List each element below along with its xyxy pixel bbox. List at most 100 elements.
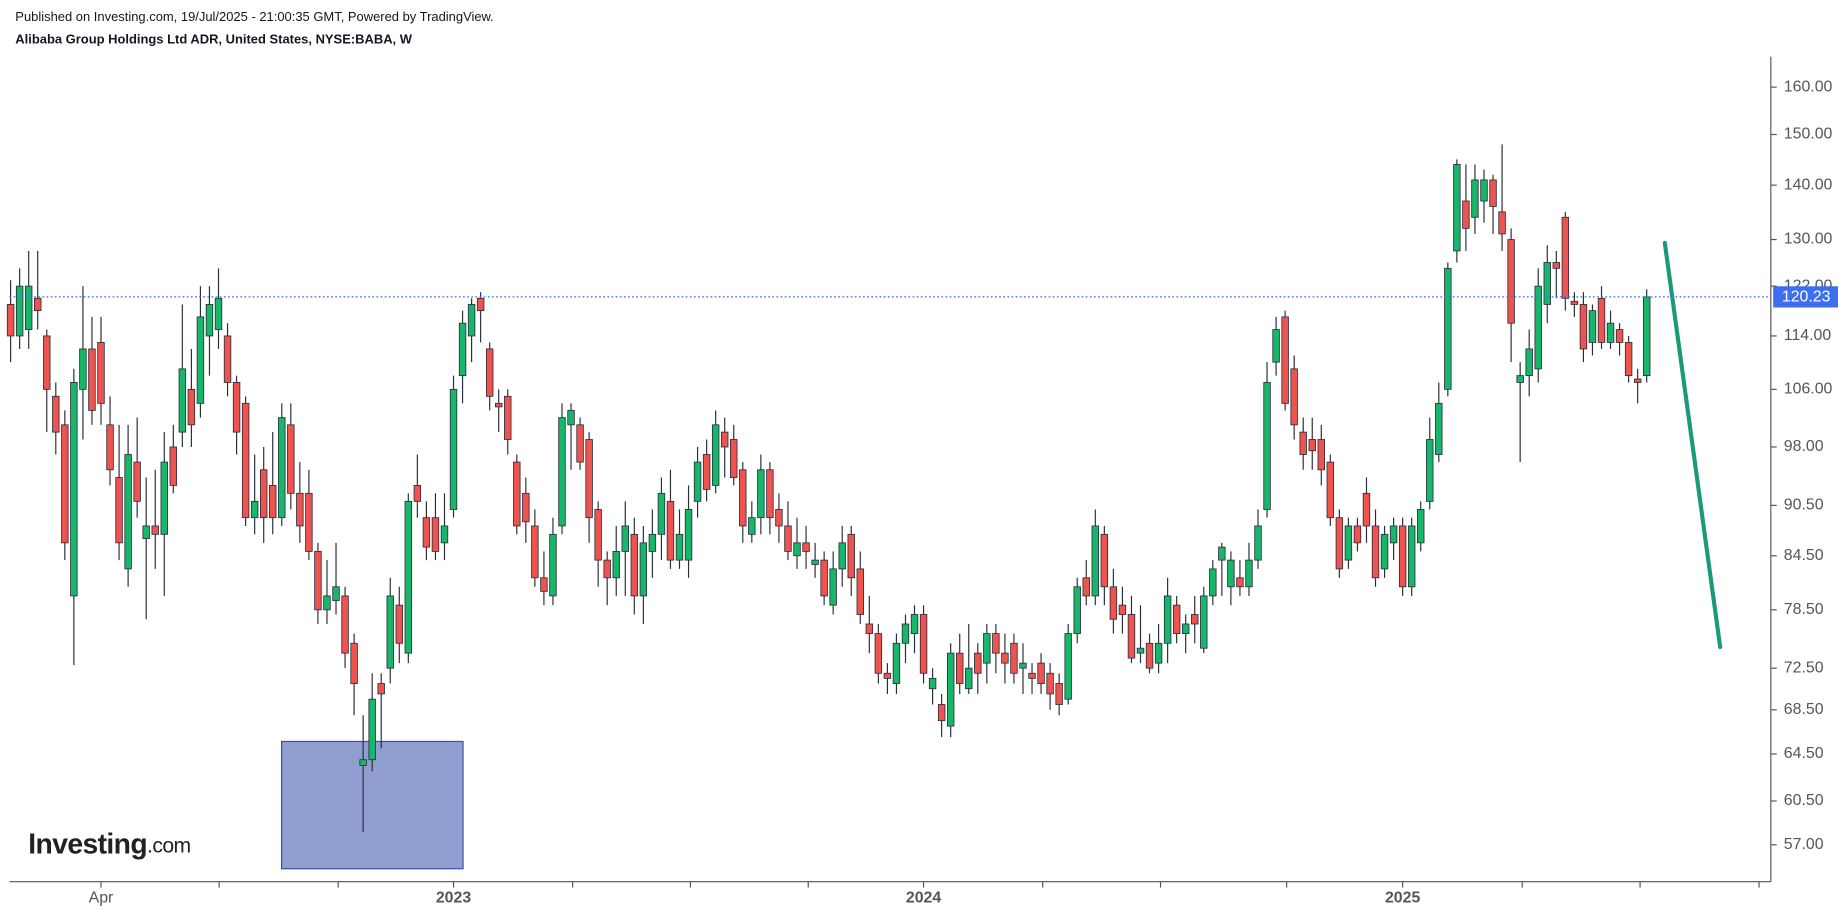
candle-body [793, 542, 801, 557]
logo-brand-text: Investing [28, 828, 147, 860]
candle-body [6, 304, 15, 337]
candle-body [1100, 533, 1109, 588]
candle-body [287, 424, 295, 494]
published-note: Published on Investing.com, 19/Jul/2025 … [15, 9, 493, 24]
candle-body [1606, 322, 1615, 343]
candle-body [1001, 652, 1009, 664]
candle-body [684, 509, 693, 561]
last-price-label: 120.23 [1782, 289, 1831, 306]
y-tick-label: 90.50 [1784, 497, 1824, 514]
candle-body [1073, 586, 1081, 634]
candle-body [1127, 614, 1136, 659]
candle-body [1498, 211, 1506, 235]
candle-body [142, 525, 150, 539]
y-tick-label: 130.00 [1784, 231, 1833, 248]
candle-body [549, 533, 557, 597]
y-tick-label: 84.50 [1784, 547, 1824, 564]
candle-body [1200, 595, 1208, 649]
candle-body [1435, 402, 1443, 455]
candle-body [332, 586, 340, 601]
candle-body [1597, 297, 1606, 343]
candle-body [1191, 614, 1199, 625]
candle-body [856, 568, 864, 615]
candle-body [205, 304, 214, 337]
candle-body [495, 402, 503, 408]
candle-body [386, 595, 394, 669]
y-tick-label: 64.50 [1784, 745, 1824, 762]
candle-body [757, 469, 765, 519]
candle-body [965, 667, 973, 690]
candle-body [323, 595, 331, 611]
candle-body [43, 335, 51, 390]
candle-body [540, 577, 548, 592]
candle-body [1615, 329, 1624, 343]
candle-body [1344, 525, 1353, 561]
candle-body [910, 614, 919, 634]
candle-body [775, 509, 783, 527]
candle-body [1254, 525, 1262, 561]
x-tick-label: 2025 [1385, 889, 1421, 906]
candle-body [657, 492, 666, 535]
candle-body [748, 517, 756, 535]
candle-body [79, 348, 87, 390]
candle-body [133, 461, 141, 502]
candle-body [34, 297, 42, 312]
candle-body [305, 492, 313, 552]
candle-body [1109, 586, 1118, 620]
candle-body [1245, 559, 1253, 588]
candle-body [630, 533, 639, 597]
candle-body [838, 542, 846, 570]
candle-body [88, 348, 96, 411]
candle-body [711, 424, 720, 486]
candle-body [395, 604, 404, 644]
candle-body [1326, 461, 1335, 519]
candle-body [1642, 296, 1651, 377]
candle-body [1010, 642, 1018, 674]
candle-body [585, 439, 593, 519]
candle-body [196, 316, 205, 404]
candle-body [1633, 378, 1642, 383]
candle-body [1444, 267, 1452, 390]
candle-body [621, 525, 629, 552]
y-tick-label: 114.00 [1784, 327, 1832, 344]
candle-body [1507, 239, 1515, 324]
y-tick-label: 60.50 [1784, 792, 1824, 809]
y-tick-label: 106.00 [1784, 381, 1833, 398]
candle-body [1028, 672, 1036, 679]
logo-suffix: .com [147, 834, 191, 857]
candle-body [1543, 262, 1551, 305]
candle-body [576, 424, 584, 463]
chart-title: Alibaba Group Holdings Ltd ADR, United S… [15, 31, 412, 46]
candle-body [1371, 525, 1380, 579]
candle-body [431, 517, 440, 552]
candle-body [1308, 439, 1316, 452]
candle-body [720, 431, 729, 448]
candle-body [603, 559, 611, 579]
candle-body [1019, 662, 1027, 669]
candle-body [693, 461, 702, 502]
candle-body [124, 454, 132, 570]
y-tick-label: 140.00 [1784, 176, 1833, 193]
x-tick-label: 2023 [436, 889, 472, 906]
y-tick-label: 78.50 [1784, 601, 1824, 618]
candle-body [1570, 300, 1579, 305]
candle-body [1552, 262, 1561, 269]
candle-body [992, 633, 1000, 654]
candle-body [1362, 492, 1371, 527]
candle-body [223, 335, 232, 383]
candle-body [1236, 577, 1244, 588]
candle-body [928, 677, 937, 690]
y-tick-label: 98.00 [1784, 438, 1824, 455]
candle-body [440, 525, 449, 544]
candle-body [1389, 525, 1398, 544]
candle-body [485, 348, 494, 397]
candle-body [1172, 604, 1181, 634]
candle-body [368, 698, 376, 761]
minor-x-ticks [218, 881, 1760, 888]
candle-body [449, 388, 458, 510]
candle-body [1398, 525, 1407, 588]
candle-body [1281, 316, 1289, 404]
logo: Investing.com [28, 828, 191, 860]
